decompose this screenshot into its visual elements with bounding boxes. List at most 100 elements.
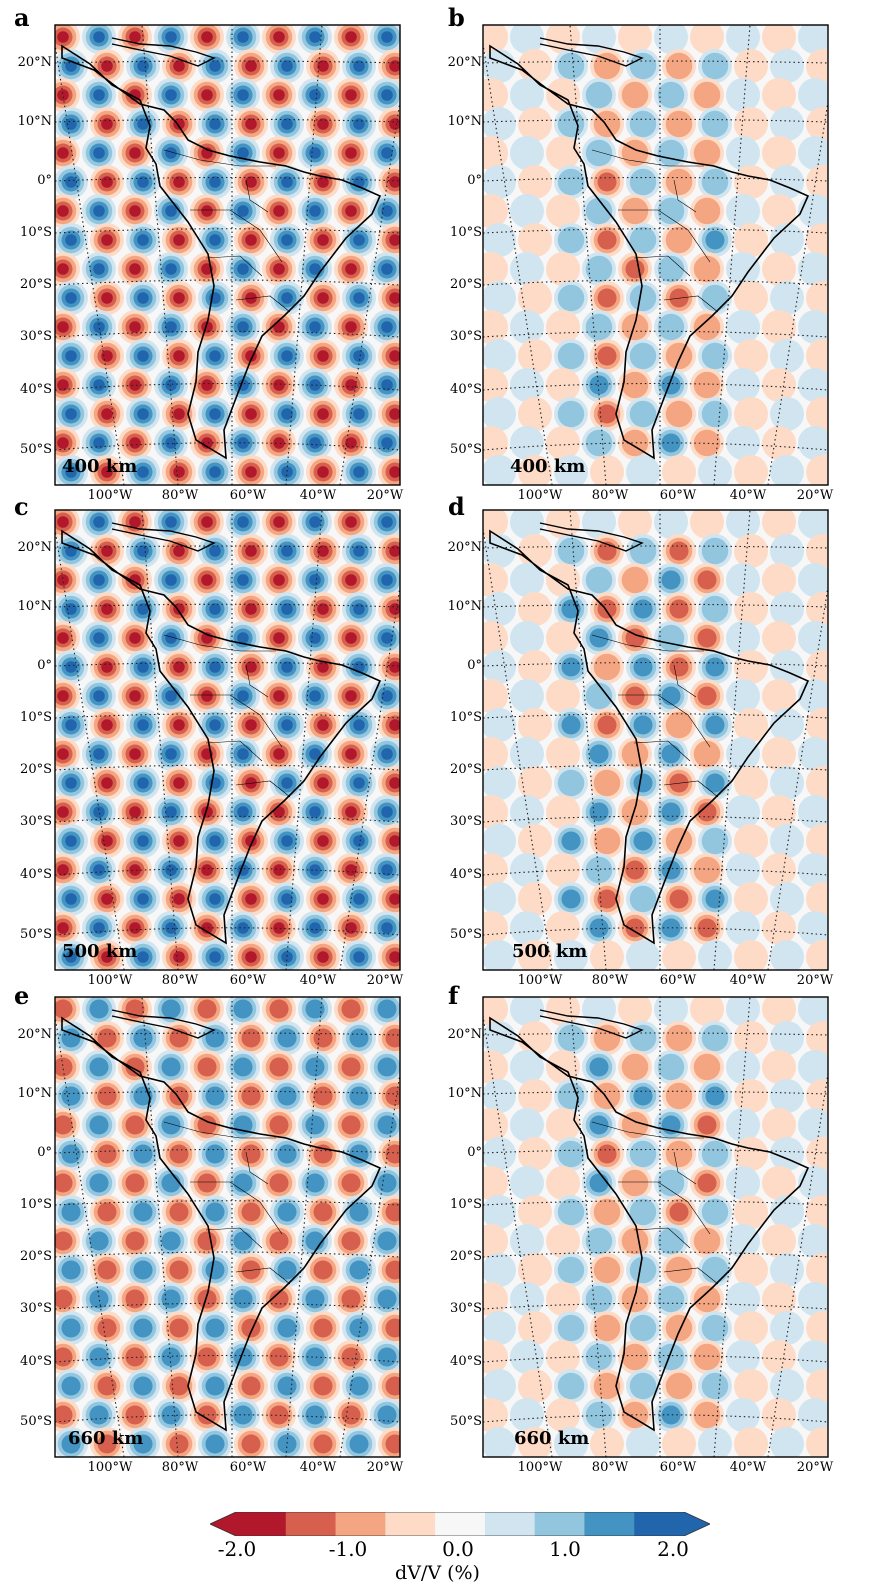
anomaly-contour [597,404,617,424]
anomaly-contour [806,940,828,970]
anomaly-contour [129,321,141,333]
anomaly-contour [665,168,693,196]
anomaly-contour [593,769,621,797]
anomaly-contour [165,89,177,101]
anomaly-contour [665,342,693,370]
meridian [339,583,400,970]
lat-label: 0° [37,173,52,188]
anomaly-contour [353,951,365,963]
anomaly-contour [661,433,681,453]
anomaly-contour [546,1166,580,1200]
anomaly-contour [209,603,221,615]
meridian [285,997,323,1457]
anomaly-contour [137,951,149,963]
anomaly-contour [197,999,217,1019]
anomaly-contour [381,321,393,333]
anomaly-contour [734,1369,768,1403]
meridian [339,98,400,485]
anomaly-contour [269,1405,289,1425]
anomaly-contour [345,31,357,43]
anomaly-contour [510,679,544,713]
anomaly-contour [510,25,544,54]
anomaly-contour [317,719,329,731]
anomaly-contour [734,708,768,742]
anomaly-contour [621,1285,649,1313]
anomaly-contour [798,853,828,887]
anomaly-contour [629,168,657,196]
lat-label: 20°N [17,540,52,555]
anomaly-contour [518,1311,552,1345]
anomaly-contour [693,197,721,225]
anomaly-contour [93,806,105,818]
anomaly-contour [665,827,693,855]
anomaly-contour [273,89,285,101]
anomaly-contour [633,599,653,619]
parallel [55,713,400,719]
anomaly-contour [269,1115,289,1135]
anomaly-contour [381,922,393,934]
anomaly-contour [173,292,185,304]
anomaly-contour [129,922,141,934]
anomaly-contour [726,621,760,655]
anomaly-contour [593,52,621,80]
anomaly-contour [798,679,828,713]
anomaly-contour [483,368,508,402]
anomaly-contour [806,766,828,800]
anomaly-contour [693,1227,721,1255]
anomaly-contour [389,466,400,478]
anomaly-contour [629,400,657,428]
anomaly-contour [101,951,113,963]
country-border [205,1227,263,1249]
anomaly-contour [317,777,329,789]
anomaly-contour [798,310,828,344]
map-frame [482,24,829,486]
anomaly-contour [245,118,257,130]
anomaly-contour [546,1282,580,1316]
anomaly-contour [483,563,508,597]
anomaly-contour [621,1401,649,1429]
anomaly-contour [233,1347,253,1367]
colorbar-bin [484,1512,536,1536]
anomaly-contour [269,1057,289,1077]
anomaly-contour [726,563,760,597]
anomaly-contour [89,1057,109,1077]
anomaly-contour [173,661,185,673]
anomaly-contour [585,1227,613,1255]
anomaly-contour [313,1202,333,1222]
colorbar-bin [385,1512,436,1536]
anomaly-contour [726,853,760,887]
anomaly-contour [161,999,181,1019]
anomaly-contour [593,1024,621,1052]
lat-label: 10°N [17,1086,52,1101]
map-frame [54,24,401,486]
anomaly-contour [137,661,149,673]
anomaly-contour [483,592,516,626]
anomaly-contour [597,889,617,909]
anomaly-contour [205,1318,225,1338]
anomaly-contour [518,592,552,626]
anomaly-contour [273,205,285,217]
anomaly-contour [625,860,645,880]
anomaly-contour [241,1202,261,1222]
anomaly-contour [705,715,725,735]
anomaly-contour [518,107,552,141]
anomaly-contour [93,632,105,644]
anomaly-contour [173,835,185,847]
anomaly-contour [483,1050,508,1084]
anomaly-contour [798,78,828,112]
anomaly-contour [518,1253,552,1287]
lon-label: 100°W [517,1460,563,1475]
anomaly-contour [101,893,113,905]
anomaly-contour [762,1224,796,1258]
anomaly-contour [633,1086,653,1106]
anomaly-contour [341,1115,361,1135]
depth-label: 500 km [512,941,588,962]
anomaly-contour [582,997,616,1026]
anomaly-contour [557,1372,585,1400]
country-border [591,149,704,167]
anomaly-contour [101,408,113,420]
anomaly-contour [798,737,828,771]
anomaly-contour [483,1079,516,1113]
anomaly-contour [665,711,693,739]
parallel [55,1090,400,1095]
